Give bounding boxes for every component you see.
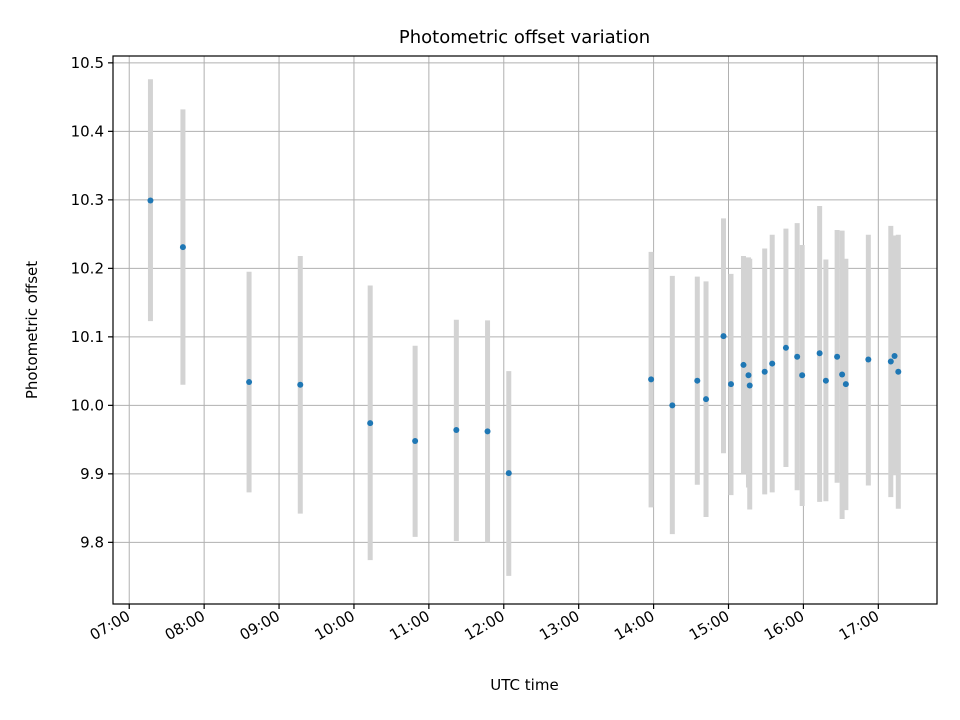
- data-point: [745, 372, 752, 379]
- data-point: [669, 402, 676, 409]
- data-point: [728, 381, 734, 388]
- y-tick-label: 10.3: [71, 191, 104, 209]
- data-point: [648, 376, 655, 383]
- data-point: [822, 377, 829, 384]
- data-point: [246, 379, 253, 386]
- plot-frame: [112, 55, 938, 605]
- data-point: [782, 344, 789, 351]
- data-point: [769, 360, 776, 367]
- data-point: [799, 372, 806, 379]
- data-point: [887, 358, 894, 365]
- data-points: [147, 197, 902, 477]
- data-point: [740, 361, 747, 368]
- data-point: [179, 244, 186, 251]
- data-point: [834, 353, 841, 360]
- data-point: [484, 428, 491, 435]
- y-tick-label: 9.9: [80, 465, 104, 483]
- y-tick-label: 10.5: [71, 54, 104, 72]
- data-point: [367, 420, 374, 427]
- data-point: [839, 371, 846, 378]
- data-point: [297, 381, 304, 388]
- chart-title: Photometric offset variation: [399, 27, 650, 48]
- data-point: [794, 353, 801, 360]
- data-point: [703, 396, 710, 403]
- x-axis-label: UTC time: [490, 676, 558, 694]
- data-point: [147, 197, 154, 204]
- data-point: [891, 353, 898, 360]
- y-tick-label: 10.0: [71, 396, 104, 414]
- y-tick-label: 10.4: [71, 122, 104, 140]
- data-point: [842, 381, 849, 388]
- data-point: [746, 382, 753, 389]
- data-point: [720, 333, 727, 340]
- y-axis-label: Photometric offset: [23, 261, 41, 399]
- data-point: [412, 437, 419, 444]
- data-point: [865, 356, 872, 363]
- data-point: [895, 368, 902, 375]
- data-point: [453, 427, 460, 434]
- y-axis-ticks: 9.8 9.9 10.0 10.1 10.2 10.3 10.4 10.5: [71, 54, 113, 551]
- data-point: [505, 470, 512, 477]
- y-tick-label: 10.2: [71, 259, 104, 277]
- y-tick-label: 9.8: [80, 533, 104, 551]
- data-point: [816, 350, 823, 357]
- data-point: [761, 368, 768, 375]
- data-point: [694, 377, 701, 384]
- y-tick-label: 10.1: [71, 328, 104, 346]
